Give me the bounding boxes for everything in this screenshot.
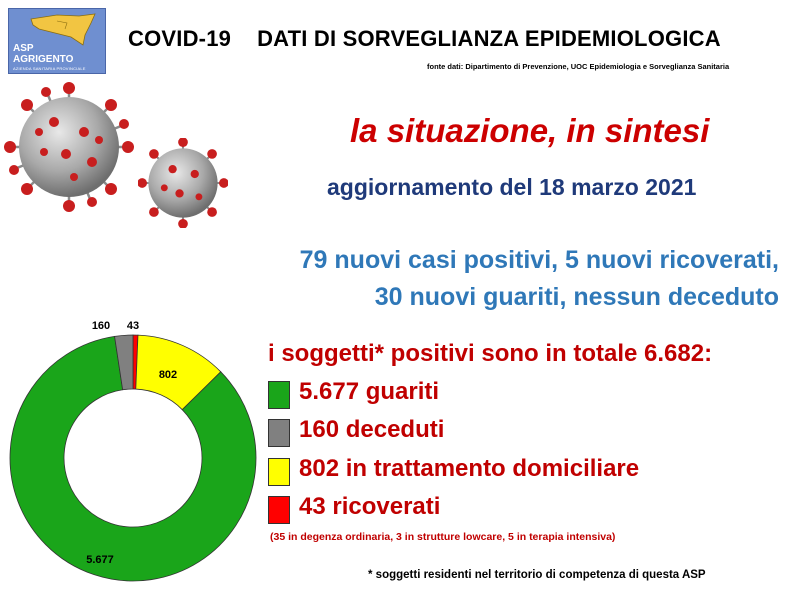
- virus-illustration-small-icon: [138, 138, 228, 228]
- legend-swatch-recovered: [268, 381, 290, 409]
- slice-deceased: [114, 334, 134, 391]
- label-hospitalized: 43: [127, 320, 139, 332]
- page-title: COVID-19 DATI DI SORVEGLIANZA EPIDEMIOLOG…: [128, 26, 721, 52]
- legend-swatch-deceased: [268, 419, 290, 447]
- legend-label-hospitalized: 43 ricoverati: [299, 493, 441, 520]
- news-line-2: 30 nuovi guariti, nessun deceduto: [374, 283, 779, 311]
- logo-line-3: AZIENDA SANITARIA PROVINCIALE: [13, 66, 86, 71]
- footnote: * soggetti residenti nel territorio di c…: [368, 569, 706, 581]
- logo-line-1: ASP: [13, 43, 34, 54]
- slice-recovered: [9, 335, 257, 582]
- asp-logo: ASP AGRIGENTO AZIENDA SANITARIA PROVINCI…: [8, 8, 106, 74]
- logo-line-2: AGRIGENTO: [13, 54, 74, 65]
- sicily-map-icon: [30, 13, 96, 46]
- legend-label-home-treatment: 802 in trattamento domiciliare: [299, 455, 640, 482]
- legend-label-deceased: 160 deceduti: [299, 416, 445, 443]
- news-line-1: 79 nuovi casi positivi, 5 nuovi ricovera…: [299, 246, 779, 274]
- legend-label-recovered: 5.677 guariti: [299, 378, 440, 405]
- virus-illustration-large-icon: [4, 82, 134, 212]
- data-source: fonte dati: Dipartimento di Prevenzione,…: [427, 62, 730, 71]
- update-date: aggiornamento del 18 marzo 2021: [327, 174, 697, 200]
- hospitalized-breakdown: (35 in degenza ordinaria, 3 in strutture…: [270, 531, 616, 543]
- title-text: DATI DI SORVEGLIANZA EPIDEMIOLOGICA: [257, 26, 721, 51]
- total-positives: i soggetti* positivi sono in totale 6.68…: [268, 340, 713, 367]
- headline: la situazione, in sintesi: [350, 112, 710, 149]
- donut-chart: 43 802 5.677 160: [9, 320, 257, 582]
- covid-tag: COVID-19: [128, 26, 232, 51]
- legend-swatch-home-treatment: [268, 458, 290, 486]
- label-home-treatment: 802: [159, 369, 177, 381]
- legend-swatch-hospitalized: [268, 496, 290, 524]
- label-recovered: 5.677: [86, 554, 114, 566]
- label-deceased: 160: [92, 320, 110, 332]
